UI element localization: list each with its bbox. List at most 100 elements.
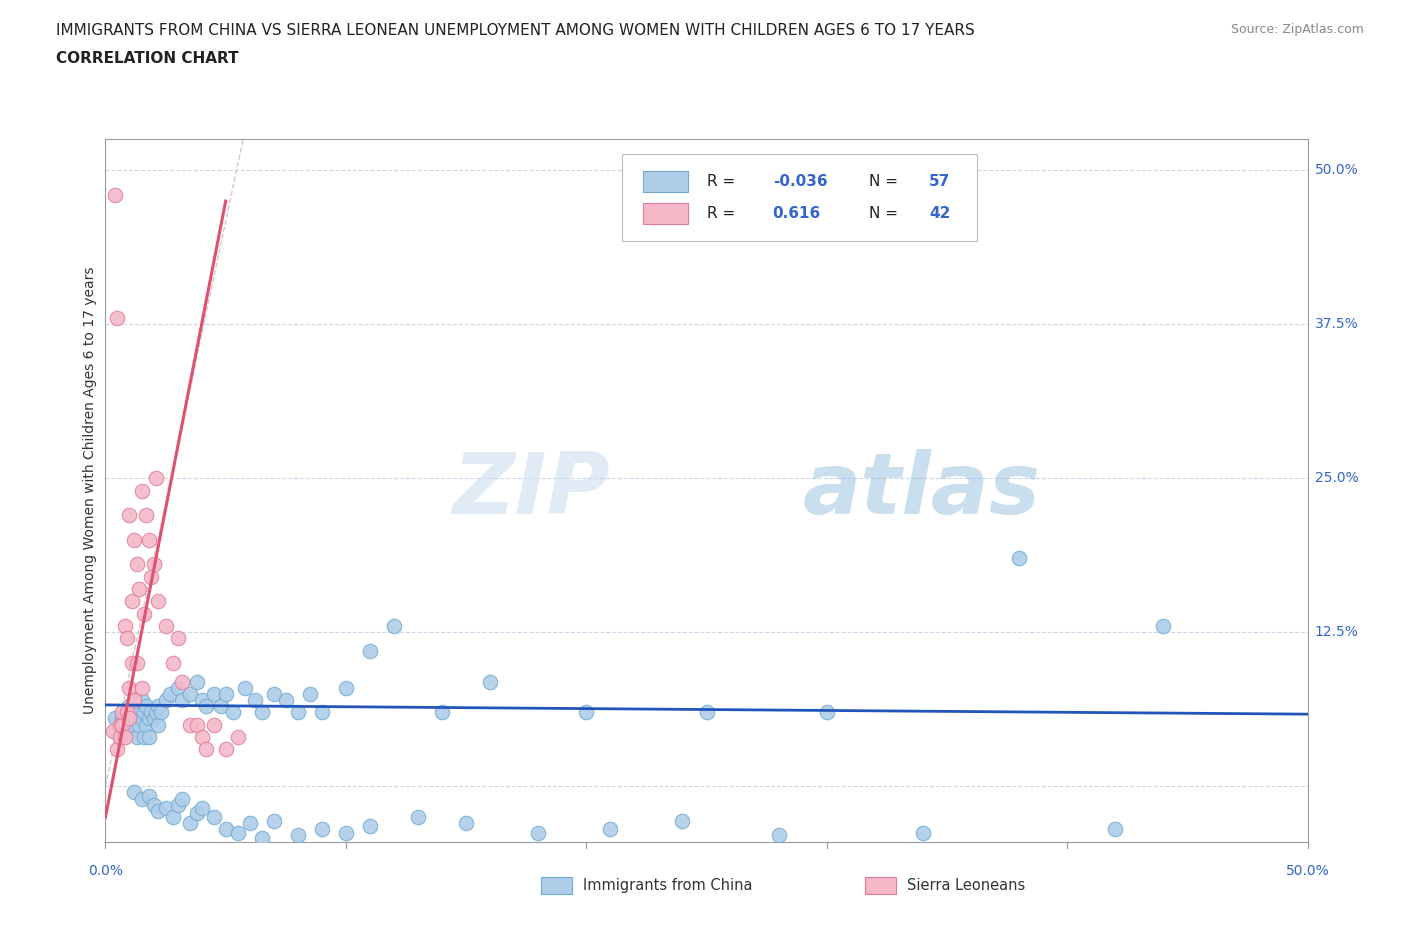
Point (696, 705, 718, 720)
Point (226, 826, 249, 841)
Point (202, 686, 225, 701)
Point (142, 797, 165, 812)
Text: atlas: atlas (803, 449, 1040, 532)
Point (359, 644, 381, 658)
Point (135, 698, 157, 713)
Point (125, 656, 148, 671)
Point (114, 618, 136, 633)
Point (138, 789, 160, 804)
Text: ZIP: ZIP (453, 449, 610, 532)
Text: 0.616: 0.616 (773, 206, 821, 220)
Point (186, 717, 208, 732)
Point (214, 742, 236, 757)
Point (575, 705, 598, 720)
Point (172, 674, 194, 689)
Point (359, 818, 381, 833)
Point (214, 822, 236, 837)
Point (222, 705, 245, 720)
Point (226, 729, 249, 744)
Text: N =: N = (869, 206, 903, 220)
Point (768, 828, 790, 843)
Point (121, 724, 143, 738)
Point (149, 705, 172, 720)
Point (108, 729, 131, 744)
Point (298, 686, 321, 701)
Point (311, 705, 333, 720)
Point (138, 532, 160, 547)
Point (124, 711, 146, 726)
Point (250, 705, 273, 720)
Point (148, 594, 170, 609)
Point (214, 686, 236, 701)
Point (911, 826, 934, 841)
Point (118, 717, 141, 732)
Point (162, 656, 184, 671)
Text: R =: R = (707, 174, 740, 189)
Point (335, 826, 357, 841)
Point (131, 693, 153, 708)
Point (131, 484, 153, 498)
Point (190, 693, 212, 708)
Point (142, 711, 165, 726)
Point (145, 471, 167, 485)
Point (115, 705, 138, 720)
Point (125, 705, 148, 720)
Point (101, 724, 124, 738)
Point (155, 618, 177, 633)
Text: 57: 57 (929, 174, 950, 189)
Point (209, 698, 232, 713)
Point (1152, 618, 1174, 633)
Point (186, 806, 208, 821)
Point (263, 813, 285, 828)
Point (128, 581, 150, 596)
Point (263, 686, 285, 701)
Text: N =: N = (869, 174, 903, 189)
Point (132, 729, 155, 744)
Point (124, 693, 146, 708)
Point (128, 717, 150, 732)
Text: 50.0%: 50.0% (1315, 164, 1358, 178)
Point (104, 711, 127, 726)
Point (166, 631, 188, 645)
Point (132, 705, 155, 720)
Point (815, 705, 838, 720)
Text: 42: 42 (929, 206, 950, 220)
Point (179, 717, 201, 732)
Point (139, 705, 162, 720)
Point (108, 717, 131, 732)
Point (131, 791, 153, 806)
Point (148, 717, 170, 732)
Point (287, 705, 309, 720)
Point (118, 711, 141, 726)
Point (118, 680, 141, 695)
Bar (643, 171, 689, 193)
Point (599, 822, 621, 837)
Point (406, 810, 429, 825)
Point (135, 508, 157, 523)
Point (111, 717, 134, 732)
Text: CORRELATION CHART: CORRELATION CHART (56, 51, 239, 66)
Point (1008, 551, 1031, 565)
Text: Immigrants from China: Immigrants from China (583, 878, 754, 893)
Text: 25.0%: 25.0% (1315, 472, 1358, 485)
Point (104, 188, 127, 203)
Point (430, 705, 453, 720)
Text: 0.0%: 0.0% (89, 864, 122, 878)
Point (155, 801, 177, 816)
Point (115, 705, 138, 720)
Text: -0.036: -0.036 (773, 174, 827, 189)
Point (121, 656, 143, 671)
Point (195, 698, 218, 713)
Point (190, 729, 212, 744)
FancyBboxPatch shape (623, 153, 977, 241)
Point (135, 717, 157, 732)
Point (454, 816, 477, 830)
Point (382, 618, 405, 633)
Text: Sierra Leoneans: Sierra Leoneans (907, 878, 1025, 893)
Point (162, 810, 184, 825)
Point (186, 674, 208, 689)
Point (124, 693, 146, 708)
Point (155, 693, 177, 708)
Point (195, 742, 218, 757)
Point (335, 680, 357, 695)
